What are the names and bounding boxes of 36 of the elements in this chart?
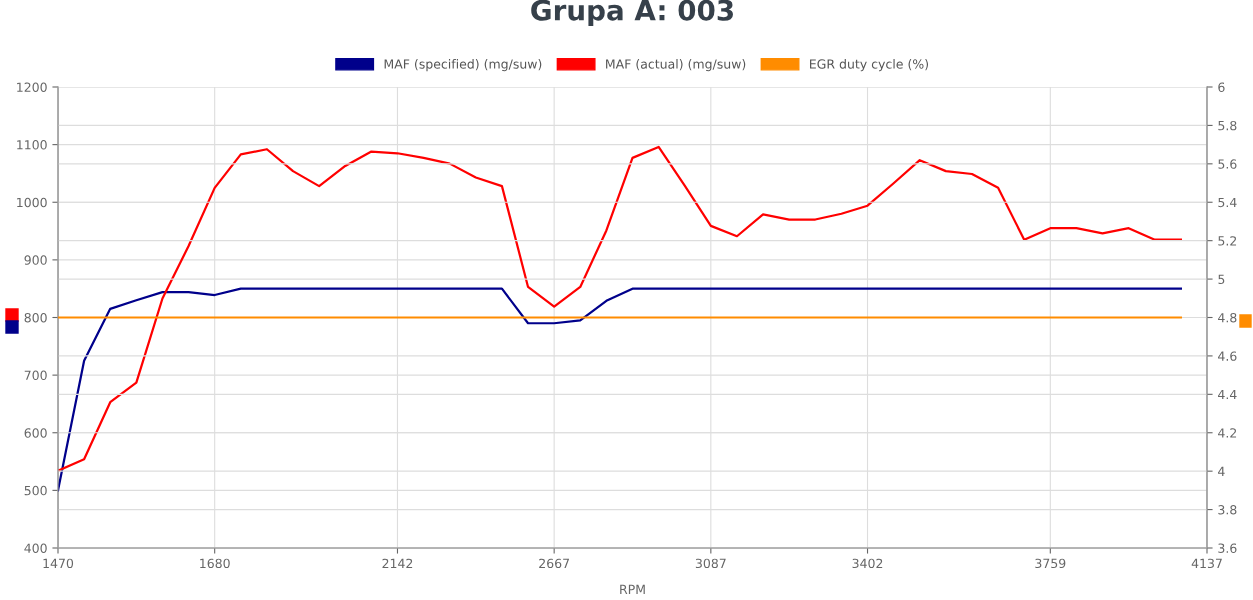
y-tick-label: 400 [24, 543, 47, 553]
y2-tick-label: 5.4 [1218, 197, 1237, 208]
x-tick-label: 2142 [382, 558, 413, 568]
x-tick-label: 3087 [695, 558, 726, 569]
y2-tick-label: 4.6 [1218, 351, 1237, 361]
y-tick-label: 700 [24, 370, 47, 381]
y2-tick-label: 4.4 [1218, 389, 1237, 400]
y2-tick-label: 3.6 [1218, 543, 1237, 553]
y2-tick-label: 5.8 [1218, 120, 1237, 131]
legend-label: MAF (actual) (mg/suw) [606, 59, 746, 72]
x-tick-label: 3402 [852, 558, 883, 569]
y-tick-label: 600 [24, 428, 47, 438]
y2-tick-label: 3.8 [1218, 505, 1237, 515]
legend-label: EGR duty cycle (%) [810, 59, 929, 72]
y2-tick-label: 5.6 [1218, 159, 1237, 169]
x-tick-label: 2667 [539, 558, 569, 569]
x-tick-label: 1680 [200, 558, 230, 569]
y2-tick-label: 5.2 [1218, 236, 1237, 246]
y-tick-label: 900 [24, 255, 47, 265]
y-tick-label: 500 [24, 485, 47, 496]
y-tick-label: 1000 [17, 197, 47, 208]
legend-label: MAF (specified) (mg/suw) [384, 59, 542, 72]
y-tick-label: 1200 [17, 82, 47, 92]
y-tick-label: 1100 [17, 140, 47, 150]
y-tick-label: 800 [24, 312, 47, 323]
x-tick-label: 4137 [1191, 558, 1222, 569]
x-tick-label: 3759 [1035, 558, 1066, 569]
line-series [58, 145, 1182, 472]
y2-tick-label: 4.8 [1218, 312, 1237, 323]
y2-tick-label: 6 [1218, 82, 1225, 92]
y2-tick-label: 4.2 [1218, 428, 1237, 438]
y2-tick-label: 4 [1218, 466, 1225, 476]
chart-title: Grupa A: 003 [531, 0, 733, 27]
x-axis-title: RPM [620, 584, 645, 594]
x-tick-label: 1470 [43, 558, 74, 569]
y2-tick-label: 5 [1218, 274, 1225, 285]
